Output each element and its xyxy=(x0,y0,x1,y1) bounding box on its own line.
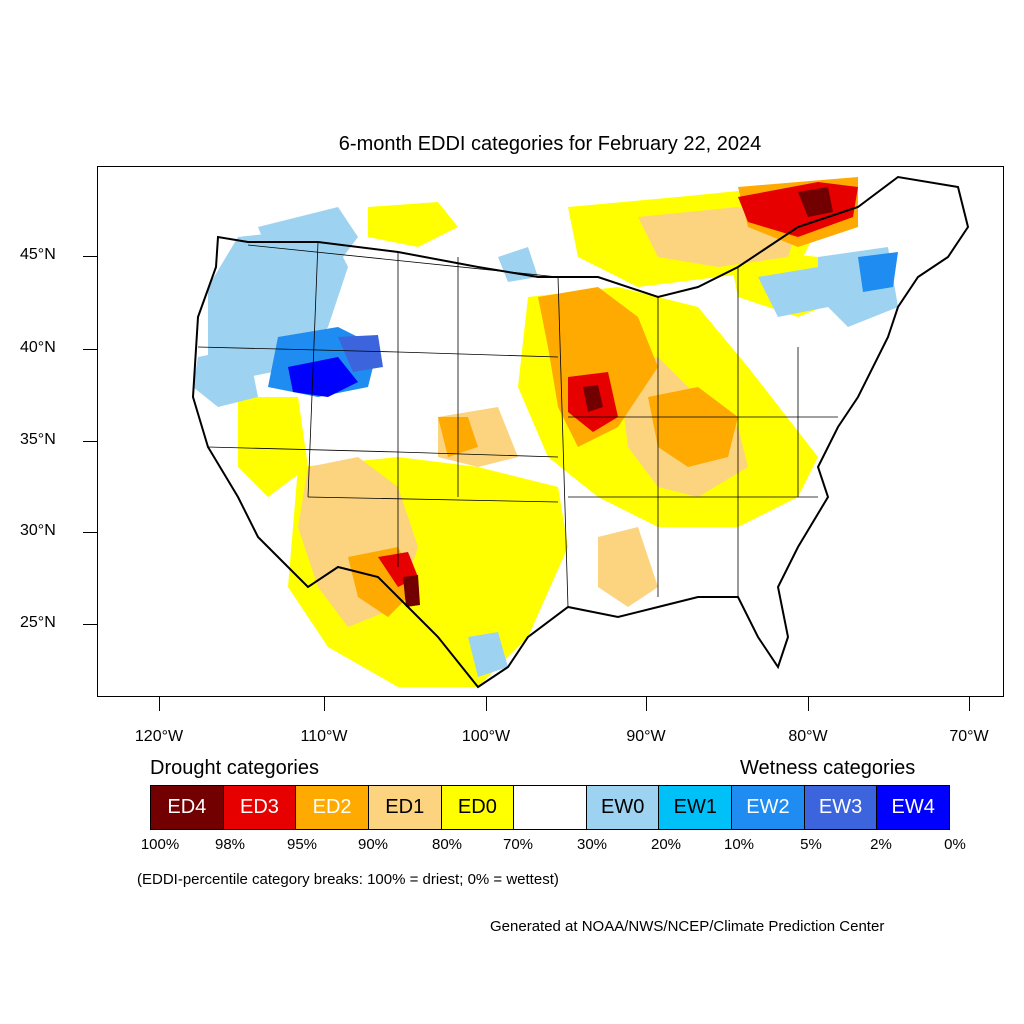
lon-label-90: 90°W xyxy=(626,728,666,745)
percentile-label: 90% xyxy=(357,836,389,853)
lon-label-120: 120°W xyxy=(134,728,184,745)
lon-label-110: 110°W xyxy=(300,728,348,745)
lat-label-45: 45°N xyxy=(20,246,56,263)
lon-label-100: 100°W xyxy=(461,728,511,745)
percentile-label: 10% xyxy=(723,836,755,853)
lat-label-30: 30°N xyxy=(20,522,56,539)
category-note: (EDDI-percentile category breaks: 100% =… xyxy=(137,871,559,888)
lon-tick xyxy=(486,697,487,711)
percentile-label: 100% xyxy=(140,836,180,853)
legend-ew3: EW3 xyxy=(804,786,878,829)
percentile-label: 2% xyxy=(870,836,892,853)
credit-line: Generated at NOAA/NWS/NCEP/Climate Predi… xyxy=(490,918,885,935)
percentile-label: 5% xyxy=(800,836,822,853)
lat-label-25: 25°N xyxy=(20,614,56,631)
lon-tick xyxy=(324,697,325,711)
percentile-label: 80% xyxy=(431,836,463,853)
legend-ed3: ED3 xyxy=(223,786,297,829)
lat-tick xyxy=(83,441,97,442)
legend-ed2: ED2 xyxy=(296,786,369,829)
percentile-label: 98% xyxy=(214,836,246,853)
legend-ed4: ED4 xyxy=(151,786,224,829)
lon-tick xyxy=(969,697,970,711)
eddi-map xyxy=(97,166,1004,697)
map-canvas xyxy=(191,175,970,689)
percentile-label: 0% xyxy=(944,836,966,853)
legend-neutral xyxy=(514,786,587,829)
percentile-label: 30% xyxy=(576,836,608,853)
lon-tick xyxy=(646,697,647,711)
category-patches xyxy=(193,177,898,687)
percentile-label: 20% xyxy=(650,836,682,853)
state-borders xyxy=(197,241,838,608)
legend-ew2: EW2 xyxy=(732,786,805,829)
legend-bar: ED4 ED3 ED2 ED1 ED0 EW0 EW1 EW2 EW3 EW4 xyxy=(150,785,950,830)
lat-label-40: 40°N xyxy=(20,339,56,356)
legend-ed1: ED1 xyxy=(368,786,442,829)
lat-tick xyxy=(83,532,97,533)
lon-label-70: 70°W xyxy=(949,728,989,745)
map-title: 6-month EDDI categories for February 22,… xyxy=(338,133,762,155)
lat-label-35: 35°N xyxy=(20,431,56,448)
drought-heading: Drought categories xyxy=(150,757,319,779)
legend-ew1: EW1 xyxy=(659,786,733,829)
lon-tick xyxy=(159,697,160,711)
legend-ed0: ED0 xyxy=(441,786,515,829)
wetness-heading: Wetness categories xyxy=(740,757,916,779)
lat-tick xyxy=(83,624,97,625)
legend-ew4: EW4 xyxy=(877,786,950,829)
lon-tick xyxy=(808,697,809,711)
lat-tick xyxy=(83,349,97,350)
percentile-label: 95% xyxy=(286,836,318,853)
percentile-label: 70% xyxy=(502,836,534,853)
lon-label-80: 80°W xyxy=(788,728,828,745)
legend-ew0: EW0 xyxy=(586,786,660,829)
lat-tick xyxy=(83,256,97,257)
